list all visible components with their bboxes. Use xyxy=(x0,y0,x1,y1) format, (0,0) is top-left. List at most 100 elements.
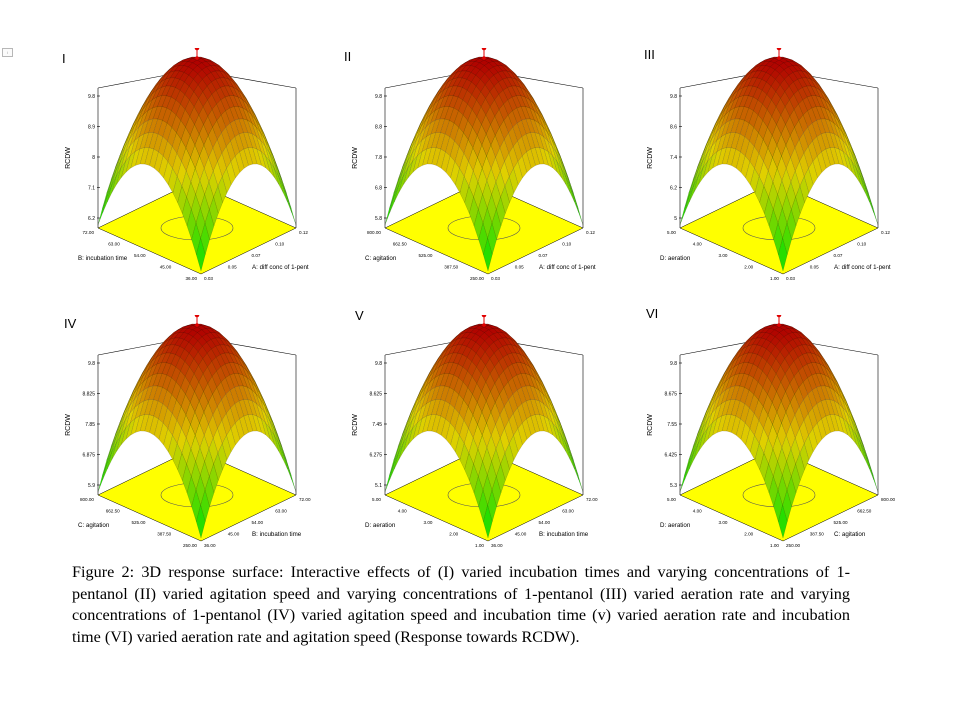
left-axis-tick-label: 4.00 xyxy=(693,242,702,247)
left-axis-tick-label: 662.50 xyxy=(393,242,407,247)
surface-facet xyxy=(485,373,495,392)
surface-facet xyxy=(824,99,834,115)
right-axis-tick-label: 45.00 xyxy=(515,532,527,537)
surface-facet xyxy=(451,332,462,341)
surface-facet xyxy=(116,161,126,185)
surface-facet xyxy=(233,87,243,100)
response-surface xyxy=(679,323,879,539)
surface-facet xyxy=(169,329,179,337)
surface-facet xyxy=(539,414,549,433)
surface-facet xyxy=(133,373,143,392)
surface-facet xyxy=(779,346,790,359)
surface-facet xyxy=(139,386,149,404)
surface-facet xyxy=(716,400,727,419)
surface-facet xyxy=(477,144,487,169)
z-tick-label: 9.8 xyxy=(375,361,382,367)
surface-facet xyxy=(759,185,769,214)
panel-label: I xyxy=(62,51,66,66)
surface-facet xyxy=(815,354,825,367)
surface-facet xyxy=(747,337,758,347)
surface-facet xyxy=(426,386,436,404)
surface-facet xyxy=(725,374,735,391)
surface-facet xyxy=(475,79,486,92)
surface-facet xyxy=(469,463,479,494)
z-tick-label: 6.275 xyxy=(369,453,382,459)
surface-facet xyxy=(746,65,757,74)
z-tick-label: 5.3 xyxy=(670,483,677,489)
panel-label: IV xyxy=(64,316,77,331)
surface-facet xyxy=(828,370,838,388)
surface-facet xyxy=(482,180,492,209)
surface-facet xyxy=(133,376,144,394)
left-axis-title: B: incubation time xyxy=(78,255,128,262)
surface-facet xyxy=(776,114,786,135)
surface-facet xyxy=(771,373,781,392)
surface-facet xyxy=(384,463,395,493)
peak-marker xyxy=(776,315,782,318)
surface-facet xyxy=(693,167,704,193)
right-axis-tick-label: 45.00 xyxy=(228,532,240,537)
surface-facet xyxy=(720,370,730,388)
surface-facet xyxy=(154,418,164,440)
left-axis-tick-label: 72.00 xyxy=(83,230,95,235)
surface-facet xyxy=(106,434,116,461)
surface-facet xyxy=(496,196,506,227)
surface-facet xyxy=(233,354,243,367)
surface-facet xyxy=(529,366,539,382)
surface-facet xyxy=(203,116,213,136)
surface-facet xyxy=(481,114,491,135)
surface-facet xyxy=(199,144,209,169)
surface-facet xyxy=(520,87,530,100)
surface-facet xyxy=(425,110,436,128)
surface-facet xyxy=(138,103,148,121)
surface-facet xyxy=(185,383,195,403)
left-axis-tick-label: 387.50 xyxy=(444,265,458,270)
left-axis-tick-label: 250.00 xyxy=(470,276,484,281)
surface-facet xyxy=(477,391,487,413)
surface-facet xyxy=(242,99,252,115)
right-axis-tick-label: 72.00 xyxy=(299,497,311,502)
surface-facet xyxy=(224,344,234,355)
response-surface xyxy=(97,323,297,539)
surface-facet xyxy=(864,452,874,480)
surface-facet xyxy=(215,337,225,346)
z-tick-label: 8.625 xyxy=(369,392,382,398)
surface-facet xyxy=(452,70,463,80)
surface-facet xyxy=(736,151,746,173)
surface-facet xyxy=(864,185,874,213)
surface-facet xyxy=(133,109,144,127)
surface-facet xyxy=(706,390,716,412)
z-tick-label: 8.825 xyxy=(82,392,95,398)
surface-facet xyxy=(565,442,575,469)
surface-facet xyxy=(142,358,152,374)
surface-facet xyxy=(724,358,734,374)
surface-facet xyxy=(197,79,208,92)
surface-facet xyxy=(168,168,178,194)
surface-facet xyxy=(213,452,223,481)
surface-facet xyxy=(389,452,399,480)
surface-facet xyxy=(190,411,200,436)
surface-facet xyxy=(777,447,787,476)
surface-facet xyxy=(420,373,430,392)
z-tick-label: 6.425 xyxy=(664,453,677,459)
surface-facet xyxy=(772,391,782,413)
surface-facet xyxy=(251,114,261,133)
surface-facet xyxy=(456,329,466,337)
surface-facet xyxy=(812,155,823,179)
surface-facet xyxy=(209,196,219,227)
surface-plot: 5.1 6.275 7.45 8.625 9.8 RCDW 1.00 2.00 3.00 4.00… xyxy=(352,315,598,548)
surface-facet xyxy=(477,124,487,146)
surface-facet xyxy=(447,336,457,347)
z-axis-title: RCDW xyxy=(352,414,359,436)
surface-facet xyxy=(164,332,175,341)
surface-facet xyxy=(767,116,777,136)
surface-facet xyxy=(725,118,736,135)
surface-facet xyxy=(806,344,816,355)
left-axis-tick-label: 63.00 xyxy=(108,242,120,247)
surface-facet xyxy=(451,65,462,74)
z-tick-label: 9.8 xyxy=(88,361,95,367)
surface-facet xyxy=(472,116,482,136)
surface-facet xyxy=(481,381,491,402)
surface-facet xyxy=(707,407,717,429)
surface-facet xyxy=(139,414,150,432)
